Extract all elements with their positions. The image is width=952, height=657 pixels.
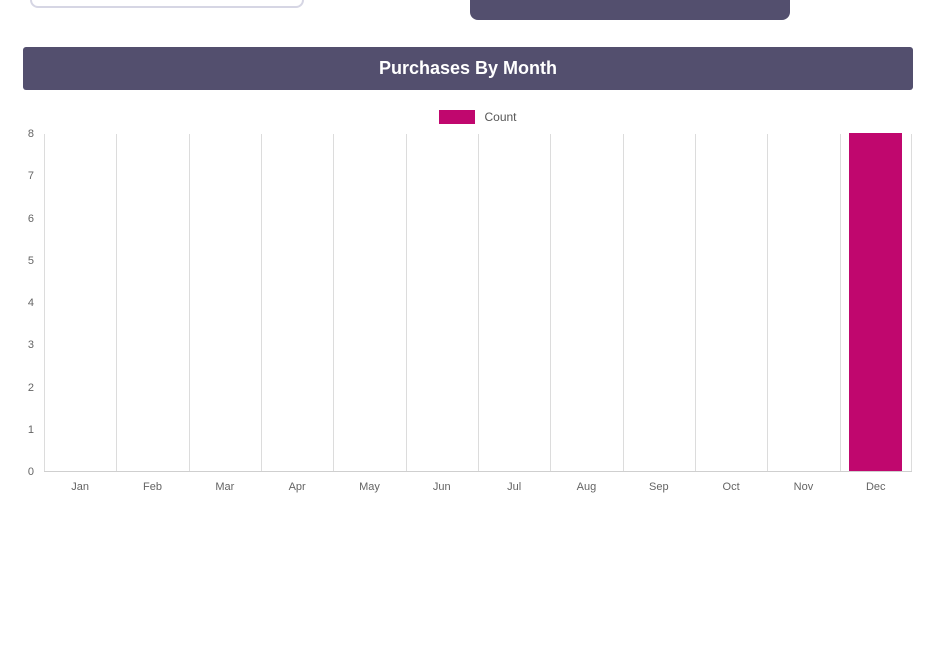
vertical-gridline — [44, 134, 45, 471]
legend-label: Count — [484, 110, 517, 124]
legend-swatch-icon — [439, 110, 476, 124]
chart-header: Purchases By Month — [23, 47, 913, 90]
plot-area — [44, 133, 912, 472]
x-axis-tick-label: Sep — [649, 481, 669, 493]
x-axis-tick-label: Jun — [432, 481, 451, 493]
vertical-gridline — [623, 134, 624, 471]
y-axis-tick-label: 2 — [27, 382, 34, 394]
vertical-gridline — [333, 134, 334, 471]
x-axis-tick-label: Aug — [576, 481, 597, 493]
x-axis-tick-label: Oct — [722, 481, 740, 493]
legend-item-count[interactable]: Count — [439, 110, 517, 124]
y-axis-labels: 0 1 2 3 4 5 6 7 8 — [0, 128, 34, 478]
vertical-gridline — [840, 134, 841, 471]
x-axis-tick-label: Mar — [215, 481, 235, 493]
chart-title: Purchases By Month — [378, 58, 558, 78]
y-axis-tick-label: 1 — [27, 424, 34, 436]
x-axis-tick-label: Feb — [143, 481, 162, 493]
top-left-fragment — [30, 0, 304, 8]
y-axis-tick-label: 0 — [27, 466, 34, 478]
x-axis-tick-label: Apr — [288, 481, 306, 493]
y-axis-tick-label: 8 — [27, 128, 34, 140]
x-axis-tick-label: Nov — [793, 481, 814, 493]
x-axis-tick-label: Jan — [71, 481, 90, 493]
y-axis-tick-label: 7 — [27, 170, 34, 182]
vertical-gridline — [189, 134, 190, 471]
y-axis-tick-label: 4 — [27, 297, 34, 309]
y-axis-tick-label: 6 — [27, 213, 34, 225]
vertical-gridline — [478, 134, 479, 471]
vertical-gridline — [261, 134, 262, 471]
top-right-fragment — [470, 0, 790, 20]
y-axis-tick-label: 5 — [27, 255, 34, 267]
x-axis-tick-label: May — [359, 481, 380, 493]
x-axis-labels: Jan Feb Mar Apr May Jun Jul Aug Sep Oct Nov Dec — [44, 481, 912, 494]
legend: Count — [44, 110, 912, 124]
vertical-gridline — [911, 134, 912, 471]
vertical-gridline — [550, 134, 551, 471]
x-axis-tick-label: Dec — [865, 481, 886, 493]
vertical-gridline — [695, 134, 696, 471]
x-axis-tick-label: Jul — [507, 481, 522, 493]
vertical-gridline — [116, 134, 117, 471]
vertical-gridline — [406, 134, 407, 471]
y-axis-tick-label: 3 — [27, 339, 34, 351]
vertical-gridline — [767, 134, 768, 471]
bar-dec[interactable] — [849, 133, 902, 471]
